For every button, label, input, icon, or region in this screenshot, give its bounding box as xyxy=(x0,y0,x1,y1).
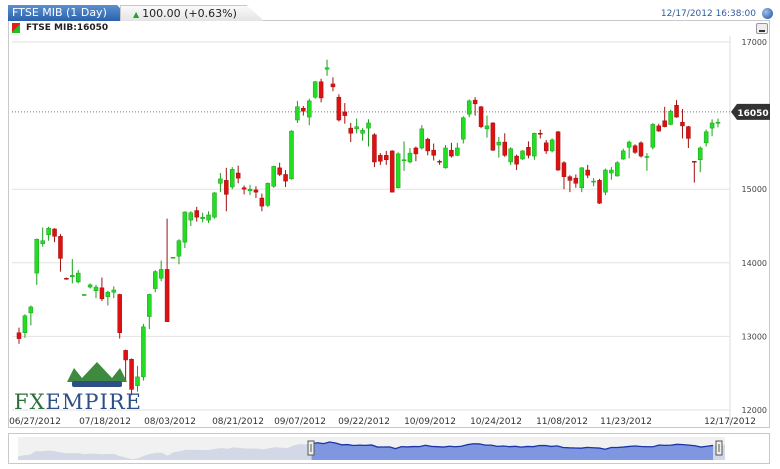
globe-icon[interactable] xyxy=(762,8,773,19)
fxempire-logo: FXEMPIRE xyxy=(14,360,154,414)
price-change: ▲ 100.00 (+0.63%) xyxy=(120,5,264,21)
symbol-label: FTSE MIB:16050 xyxy=(26,23,109,33)
chart-frame xyxy=(8,20,770,428)
minimize-button[interactable] xyxy=(756,23,768,34)
triangle-up-icon: ▲ xyxy=(133,10,140,19)
navigator[interactable] xyxy=(8,433,770,464)
chart-header: FTSE MIB (1 Day) ▲ 100.00 (+0.63%) 12/17/… xyxy=(0,0,780,21)
price-change-value: 100.00 (+0.63%) xyxy=(142,7,237,20)
logo-fx: FX xyxy=(14,390,46,414)
logo-empire: EMPIRE xyxy=(45,390,142,414)
legend: FTSE MIB:16050 xyxy=(12,23,108,33)
tab-title[interactable]: FTSE MIB (1 Day) xyxy=(8,5,132,21)
candle-legend-icon xyxy=(12,23,20,33)
timestamp: 12/17/2012 16:38:00 xyxy=(660,9,756,19)
crown-icon xyxy=(67,362,127,387)
